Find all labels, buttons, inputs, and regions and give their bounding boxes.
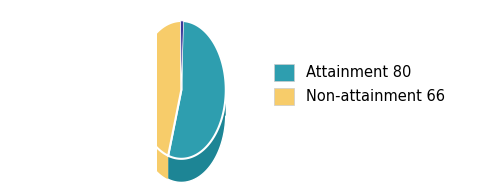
Polygon shape [168, 93, 226, 182]
Polygon shape [180, 21, 184, 90]
Polygon shape [137, 21, 182, 156]
Polygon shape [168, 21, 226, 159]
Legend: Attainment 80, Non-attainment 66: Attainment 80, Non-attainment 66 [270, 60, 449, 109]
Polygon shape [137, 91, 168, 179]
